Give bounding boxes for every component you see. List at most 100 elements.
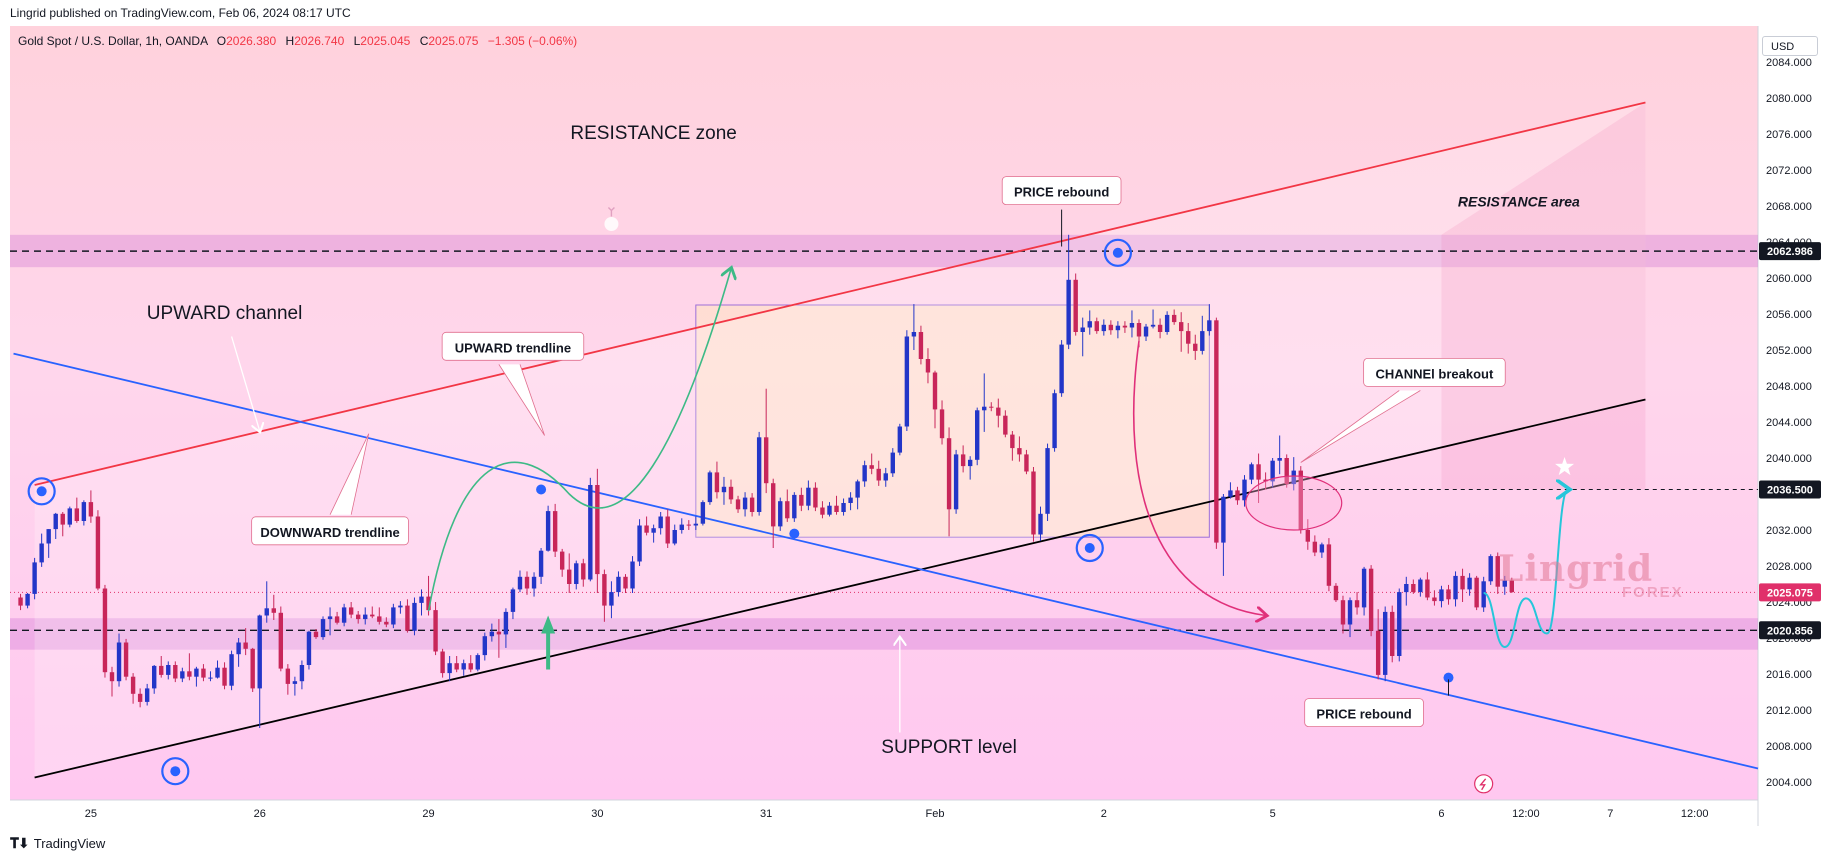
candle-body[interactable] bbox=[1087, 321, 1092, 328]
candle-body[interactable] bbox=[25, 593, 30, 606]
candle-body[interactable] bbox=[1284, 458, 1289, 485]
candle-body[interactable] bbox=[88, 502, 94, 517]
candle-body[interactable] bbox=[137, 693, 143, 702]
candle-body[interactable] bbox=[461, 663, 466, 670]
candle-body[interactable] bbox=[623, 576, 628, 589]
candle-body[interactable] bbox=[1326, 544, 1332, 586]
candle-body[interactable] bbox=[447, 663, 452, 674]
candle-body[interactable] bbox=[742, 497, 748, 510]
candle-body[interactable] bbox=[243, 642, 248, 649]
candle-body[interactable] bbox=[581, 563, 586, 580]
candle-body[interactable] bbox=[1354, 600, 1360, 608]
candle-body[interactable] bbox=[1404, 584, 1409, 593]
candle-body[interactable] bbox=[517, 576, 523, 590]
candle-body[interactable] bbox=[1249, 464, 1254, 480]
candle-body[interactable] bbox=[806, 487, 811, 506]
down-arrow-marker-icon[interactable] bbox=[604, 217, 619, 231]
candle-body[interactable] bbox=[841, 503, 846, 512]
candle-body[interactable] bbox=[74, 508, 80, 521]
candle-body[interactable] bbox=[292, 681, 298, 684]
candle-body[interactable] bbox=[932, 372, 938, 410]
candle-body[interactable] bbox=[1200, 331, 1205, 351]
candle-body[interactable] bbox=[953, 454, 959, 510]
candle-body[interactable] bbox=[95, 516, 101, 589]
candle-body[interactable] bbox=[975, 410, 980, 460]
candle-body[interactable] bbox=[1186, 331, 1191, 344]
candle-body[interactable] bbox=[756, 437, 762, 512]
candle-body[interactable] bbox=[384, 621, 389, 625]
candle-body[interactable] bbox=[215, 667, 220, 678]
candle-body[interactable] bbox=[672, 530, 677, 544]
candle-body[interactable] bbox=[1291, 470, 1296, 485]
candle-body[interactable] bbox=[475, 655, 480, 670]
candle-body[interactable] bbox=[1270, 460, 1275, 482]
candle-body[interactable] bbox=[1411, 584, 1416, 593]
candle-body[interactable] bbox=[1305, 530, 1311, 542]
candle-body[interactable] bbox=[665, 516, 670, 544]
candle-body[interactable] bbox=[1460, 575, 1465, 590]
candle-body[interactable] bbox=[1397, 592, 1402, 656]
candle-body[interactable] bbox=[1502, 580, 1507, 587]
candle-body[interactable] bbox=[454, 663, 459, 670]
candle-body[interactable] bbox=[123, 642, 129, 677]
candle-body[interactable] bbox=[1171, 314, 1177, 323]
candle-body[interactable] bbox=[707, 472, 713, 503]
candle-body[interactable] bbox=[1193, 343, 1198, 351]
candle-body[interactable] bbox=[946, 438, 952, 510]
candle-body[interactable] bbox=[327, 616, 333, 620]
candle-body[interactable] bbox=[1221, 496, 1226, 543]
candle-body[interactable] bbox=[588, 485, 593, 580]
candle-body[interactable] bbox=[1432, 597, 1437, 602]
candle-body[interactable] bbox=[187, 671, 192, 677]
candle-body[interactable] bbox=[644, 525, 649, 533]
candle-body[interactable] bbox=[109, 672, 115, 682]
candle-body[interactable] bbox=[989, 406, 994, 408]
candle-body[interactable] bbox=[1235, 490, 1240, 501]
candle-body[interactable] bbox=[848, 497, 853, 503]
candle-body[interactable] bbox=[1073, 279, 1078, 332]
candle-body[interactable] bbox=[630, 561, 635, 589]
candle-body[interactable] bbox=[1453, 575, 1458, 600]
candle-body[interactable] bbox=[1418, 579, 1423, 593]
candle-body[interactable] bbox=[904, 336, 910, 427]
candle-body[interactable] bbox=[827, 505, 832, 515]
candle-body[interactable] bbox=[180, 671, 185, 679]
candle-body[interactable] bbox=[46, 529, 51, 544]
candle-body[interactable] bbox=[785, 501, 790, 519]
candle-body[interactable] bbox=[1045, 448, 1050, 514]
candle-body[interactable] bbox=[67, 508, 72, 525]
candle-body[interactable] bbox=[595, 485, 600, 575]
candle-body[interactable] bbox=[574, 563, 579, 584]
candle-body[interactable] bbox=[236, 642, 241, 655]
candle-body[interactable] bbox=[1178, 322, 1184, 332]
candle-body[interactable] bbox=[222, 667, 227, 686]
candle-body[interactable] bbox=[1347, 600, 1353, 625]
candle-body[interactable] bbox=[1157, 324, 1163, 332]
candle-body[interactable] bbox=[306, 631, 312, 665]
candle-body[interactable] bbox=[883, 473, 888, 481]
candle-body[interactable] bbox=[1382, 611, 1388, 675]
candle-body[interactable] bbox=[609, 592, 614, 606]
candle-body[interactable] bbox=[1080, 327, 1085, 333]
candle-body[interactable] bbox=[728, 486, 734, 500]
candle-body[interactable] bbox=[1495, 556, 1500, 587]
candle-body[interactable] bbox=[567, 569, 572, 584]
candle-body[interactable] bbox=[363, 614, 368, 620]
candle-body[interactable] bbox=[876, 468, 881, 481]
candle-body[interactable] bbox=[341, 607, 347, 623]
candle-body[interactable] bbox=[264, 608, 269, 616]
candle-body[interactable] bbox=[792, 494, 797, 519]
candle-body[interactable] bbox=[496, 631, 502, 635]
candle-body[interactable] bbox=[658, 516, 663, 529]
candle-body[interactable] bbox=[918, 332, 924, 359]
candle-body[interactable] bbox=[1207, 320, 1212, 332]
candle-body[interactable] bbox=[1312, 541, 1318, 553]
candle-body[interactable] bbox=[1094, 321, 1099, 332]
candle-body[interactable] bbox=[1228, 490, 1233, 497]
candle-body[interactable] bbox=[426, 596, 431, 611]
candle-body[interactable] bbox=[1319, 544, 1325, 553]
candle-body[interactable] bbox=[693, 523, 699, 526]
candle-body[interactable] bbox=[1066, 279, 1071, 345]
candle-body[interactable] bbox=[102, 588, 108, 673]
candle-body[interactable] bbox=[524, 576, 530, 589]
